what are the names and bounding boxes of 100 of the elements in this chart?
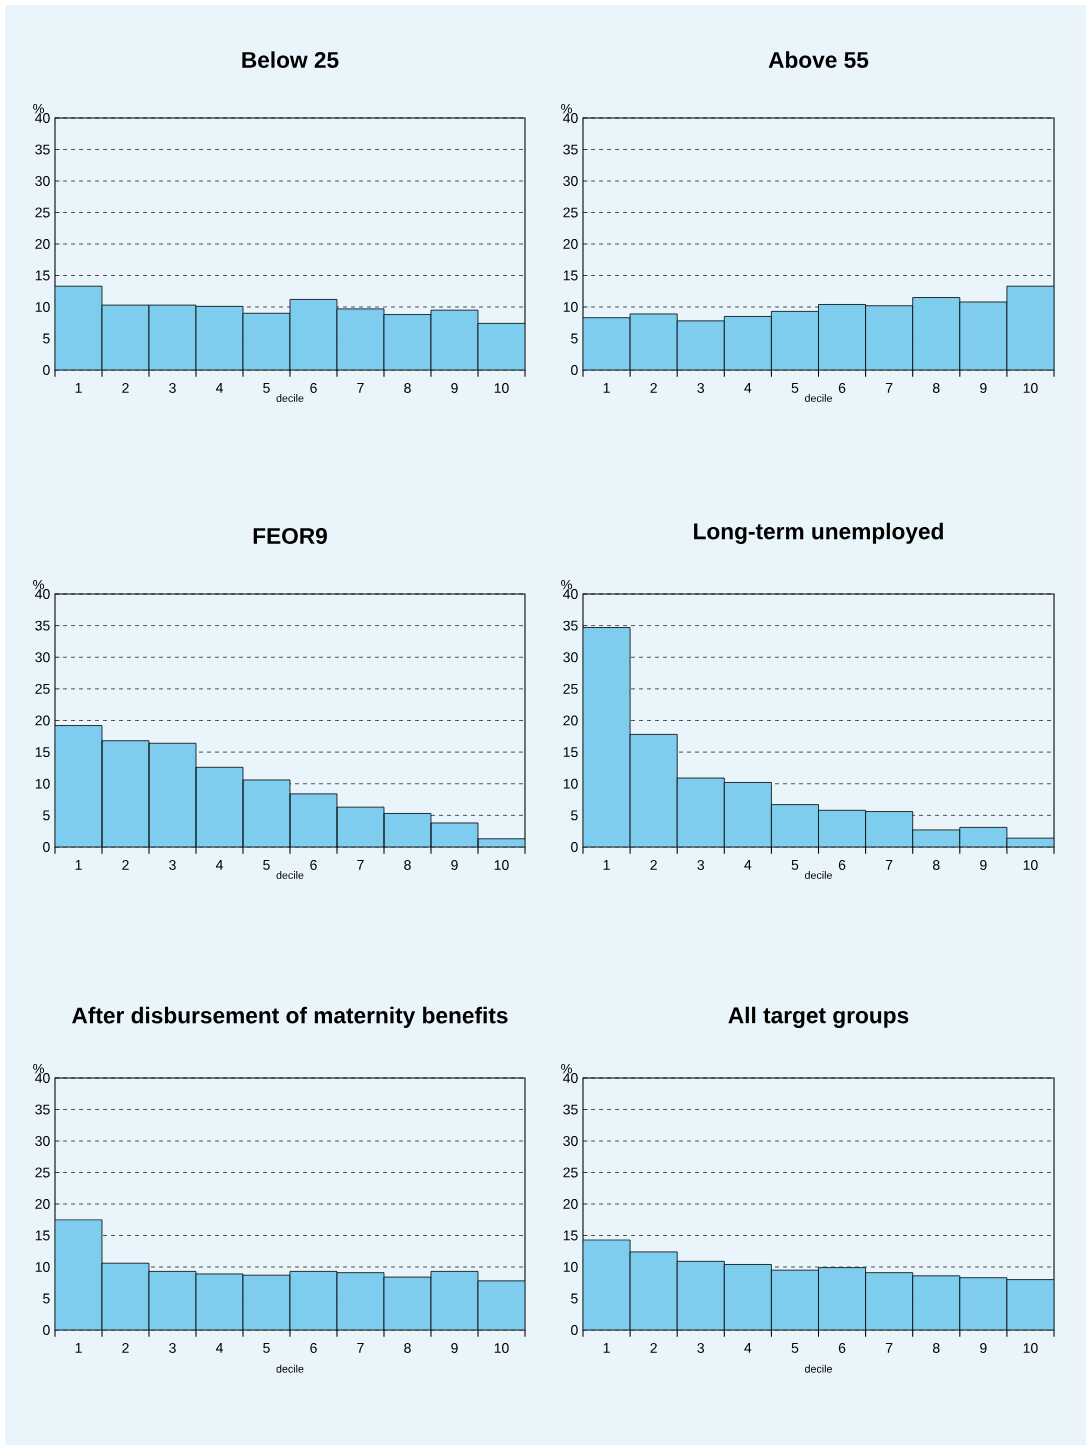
x-tick-label: 2 bbox=[650, 383, 657, 393]
y-tick-label: 25 bbox=[35, 207, 50, 218]
y-axis-title: % bbox=[561, 1063, 572, 1074]
y-tick-label: 20 bbox=[35, 239, 50, 249]
x-tick-label: 10 bbox=[1023, 1343, 1038, 1353]
x-tick-label: 4 bbox=[744, 860, 752, 870]
y-axis-title: % bbox=[33, 1063, 45, 1074]
bar bbox=[196, 767, 243, 847]
y-tick-label: 25 bbox=[563, 683, 578, 694]
y-tick-label: 25 bbox=[35, 683, 50, 694]
y-tick-label: 10 bbox=[563, 1262, 578, 1272]
y-tick-label: 25 bbox=[35, 1167, 50, 1178]
x-tick-label: 10 bbox=[494, 1343, 509, 1353]
bar bbox=[149, 743, 196, 847]
y-axis-title: % bbox=[33, 103, 45, 114]
y-tick-label: 30 bbox=[563, 652, 578, 663]
y-tick-label: 5 bbox=[43, 1293, 50, 1304]
x-tick-label: 3 bbox=[697, 860, 705, 870]
x-tick-label: 5 bbox=[263, 383, 270, 393]
x-tick-label: 2 bbox=[650, 860, 657, 870]
x-tick-label: 4 bbox=[215, 383, 223, 393]
x-tick-label: 6 bbox=[310, 860, 317, 870]
y-tick-label: 10 bbox=[563, 302, 578, 312]
y-tick-label: 20 bbox=[35, 715, 50, 726]
x-tick-label: 9 bbox=[980, 1343, 987, 1353]
y-tick-label: 0 bbox=[571, 842, 578, 852]
y-tick-label: 30 bbox=[35, 652, 50, 663]
chart-title: Below 25 bbox=[242, 51, 339, 68]
x-tick-label: 8 bbox=[932, 1343, 940, 1353]
y-tick-label: 40 bbox=[563, 1073, 578, 1083]
x-tick-label: 3 bbox=[169, 1343, 176, 1353]
y-tick-label: 40 bbox=[563, 113, 578, 123]
y-tick-label: 35 bbox=[35, 620, 50, 631]
y-tick-label: 35 bbox=[35, 144, 50, 155]
x-tick-label: 3 bbox=[697, 1343, 705, 1353]
chart-title: Above 55 bbox=[768, 51, 869, 68]
y-tick-label: 10 bbox=[35, 1262, 50, 1272]
x-axis-title: decile bbox=[805, 1364, 832, 1373]
y-tick-label: 35 bbox=[563, 144, 578, 155]
x-tick-label: 9 bbox=[980, 860, 987, 870]
chart-title: All target groups bbox=[728, 1006, 909, 1028]
y-tick-label: 25 bbox=[563, 207, 578, 218]
y-tick-label: 10 bbox=[563, 778, 578, 789]
x-tick-label: 1 bbox=[603, 383, 610, 393]
x-tick-label: 10 bbox=[1023, 383, 1038, 393]
x-tick-label: 5 bbox=[791, 383, 799, 393]
y-tick-label: 30 bbox=[563, 1136, 578, 1146]
x-tick-label: 1 bbox=[75, 1343, 82, 1353]
y-tick-label: 0 bbox=[43, 1325, 50, 1335]
y-tick-label: 5 bbox=[571, 1293, 578, 1304]
y-axis-title: % bbox=[33, 579, 45, 590]
x-tick-label: 9 bbox=[451, 383, 458, 393]
y-tick-label: 20 bbox=[563, 715, 578, 726]
x-tick-label: 7 bbox=[357, 1343, 364, 1353]
y-tick-label: 10 bbox=[35, 778, 50, 789]
y-tick-label: 20 bbox=[35, 1199, 50, 1209]
x-tick-label: 1 bbox=[603, 860, 610, 870]
x-tick-label: 4 bbox=[744, 383, 752, 393]
chart-title: Long-term unemployed bbox=[694, 522, 943, 544]
x-tick-label: 2 bbox=[122, 860, 129, 870]
x-tick-label: 3 bbox=[697, 383, 705, 393]
bar bbox=[242, 779, 290, 847]
x-tick-label: 9 bbox=[451, 860, 458, 870]
x-tick-label: 10 bbox=[494, 860, 509, 870]
y-tick-label: 0 bbox=[43, 365, 50, 375]
y-tick-label: 30 bbox=[35, 1136, 50, 1146]
x-tick-label: 5 bbox=[791, 1343, 799, 1353]
x-tick-label: 1 bbox=[75, 860, 82, 870]
y-tick-label: 15 bbox=[35, 270, 50, 281]
x-tick-label: 6 bbox=[310, 383, 317, 393]
x-tick-label: 3 bbox=[169, 383, 176, 393]
y-tick-label: 5 bbox=[571, 333, 578, 344]
x-tick-label: 9 bbox=[980, 383, 987, 393]
x-tick-label: 8 bbox=[932, 860, 940, 870]
x-tick-label: 7 bbox=[885, 1343, 893, 1353]
x-tick-label: 4 bbox=[215, 1343, 223, 1353]
x-tick-label: 7 bbox=[885, 383, 893, 393]
bar bbox=[102, 740, 149, 847]
x-axis-title: decile bbox=[805, 871, 832, 879]
y-tick-label: 5 bbox=[43, 810, 50, 821]
x-tick-label: 2 bbox=[122, 1343, 129, 1353]
x-tick-label: 7 bbox=[885, 860, 893, 870]
y-tick-label: 35 bbox=[35, 1104, 50, 1115]
x-tick-label: 6 bbox=[310, 1343, 317, 1353]
x-axis-title: decile bbox=[805, 394, 832, 402]
y-tick-label: 15 bbox=[563, 1230, 578, 1241]
x-axis-title: decile bbox=[276, 394, 304, 402]
x-tick-label: 10 bbox=[494, 383, 509, 393]
x-tick-label: 6 bbox=[838, 860, 846, 870]
y-tick-label: 30 bbox=[35, 176, 50, 186]
y-tick-label: 15 bbox=[563, 747, 578, 758]
y-tick-label: 30 bbox=[563, 176, 578, 186]
x-tick-label: 5 bbox=[791, 860, 799, 870]
y-tick-label: 15 bbox=[35, 1230, 50, 1241]
x-tick-label: 3 bbox=[169, 860, 176, 870]
x-tick-label: 7 bbox=[357, 383, 364, 393]
bar bbox=[290, 793, 337, 847]
y-tick-label: 40 bbox=[35, 113, 50, 123]
x-tick-label: 10 bbox=[1023, 860, 1038, 870]
y-tick-label: 35 bbox=[563, 1104, 578, 1115]
